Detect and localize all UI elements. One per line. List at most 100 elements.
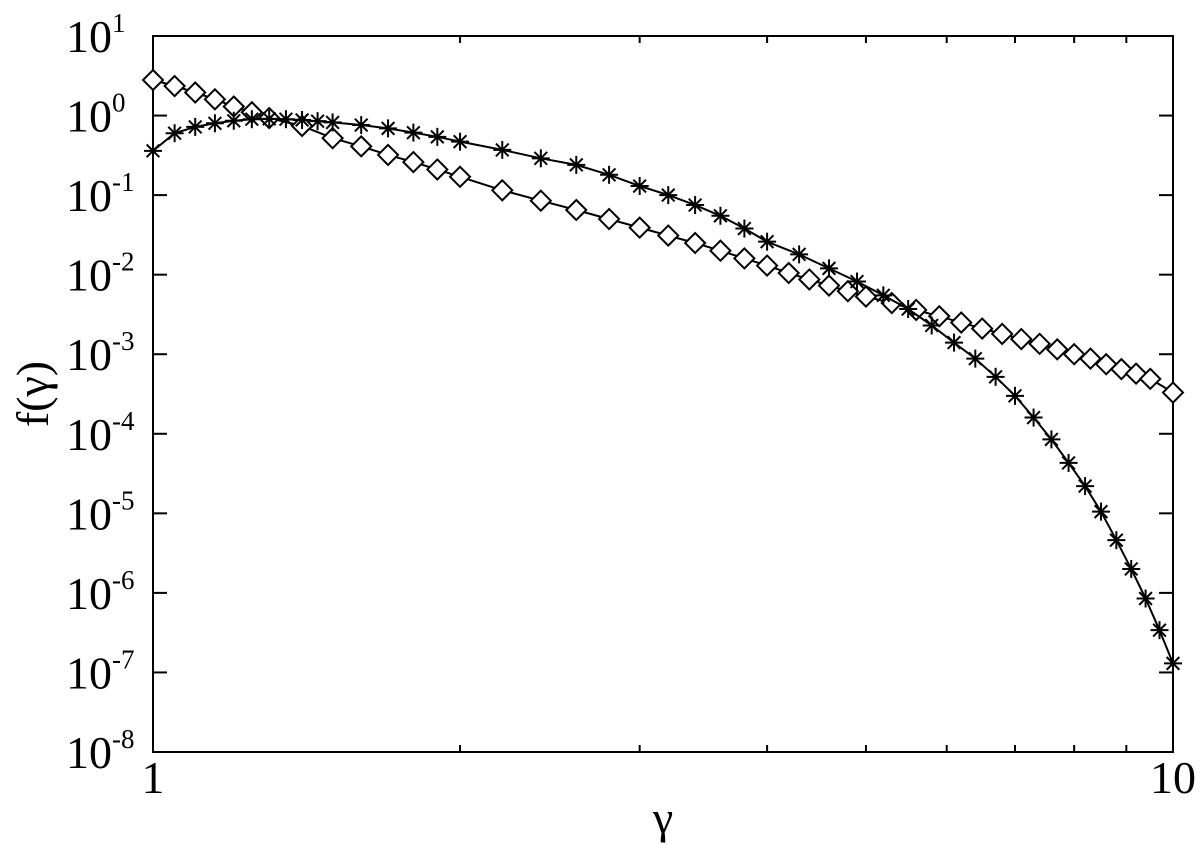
star-stroke (968, 351, 983, 366)
y-tick-label: 10-4 (66, 406, 135, 460)
diamond-marker (163, 74, 187, 98)
diamond-marker (183, 81, 207, 104)
y-tick-exponent: 0 (112, 88, 126, 118)
y-tick-exponent: -1 (112, 167, 135, 197)
y-tick-label: 101 (66, 8, 126, 62)
star-stroke (1093, 504, 1109, 519)
x-axis-label: γ (652, 792, 673, 843)
diamond-marker (990, 322, 1014, 346)
star-stroke (188, 119, 203, 134)
star-marker (790, 245, 809, 264)
diamond-marker (141, 68, 165, 92)
diamond-marker (777, 261, 801, 285)
y-tick-base: 10 (66, 647, 112, 698)
y-tick-exponent: -5 (112, 485, 135, 515)
y-tick-base: 10 (66, 488, 112, 539)
star-marker (1164, 654, 1182, 673)
star-stroke (145, 143, 161, 158)
diamond-marker (376, 143, 400, 167)
axis-ticks (152, 35, 1174, 753)
star-marker (899, 300, 918, 319)
star-stroke (533, 151, 548, 166)
star-stroke (1165, 656, 1181, 671)
star-marker (758, 232, 777, 251)
y-tick-label: 10-3 (66, 326, 135, 380)
star-stroke (876, 288, 891, 303)
diamond-marker (349, 134, 373, 158)
star-marker (428, 127, 447, 146)
star-marker (1092, 502, 1111, 521)
y-tick-label: 10-5 (66, 485, 135, 539)
star-marker (260, 109, 279, 128)
star-stroke (354, 117, 369, 133)
star-stroke (737, 221, 752, 236)
star-stroke (262, 111, 277, 126)
star-stroke (760, 234, 775, 249)
diamond-marker (732, 247, 756, 270)
diamond-marker (1161, 381, 1185, 404)
star-marker (686, 196, 705, 215)
x-tick-label: 10 (1150, 752, 1196, 803)
star-stroke (1138, 591, 1153, 606)
y-tick-base: 10 (66, 568, 112, 619)
star-stroke (688, 197, 703, 213)
star-stroke (406, 125, 421, 140)
star-marker (165, 124, 184, 143)
y-tick-label: 10-6 (66, 565, 135, 619)
diamond-marker (656, 224, 680, 247)
star-marker (186, 117, 205, 136)
star-marker (276, 110, 295, 129)
star-marker (224, 111, 243, 130)
star-stroke (430, 129, 445, 144)
y-tick-label: 100 (66, 88, 126, 142)
star-marker (531, 149, 550, 168)
diamond-marker (1028, 332, 1052, 356)
star-marker (404, 123, 423, 142)
y-tick-base: 10 (66, 409, 112, 460)
star-marker (323, 113, 342, 132)
star-marker (630, 177, 649, 196)
x-tick-label: 1 (142, 752, 165, 803)
star-marker (451, 132, 470, 151)
star-stroke (325, 115, 340, 130)
star-stroke (167, 126, 182, 141)
star-stroke (1152, 623, 1167, 638)
diamond-marker (1138, 367, 1162, 391)
star-stroke (380, 121, 396, 136)
star-stroke (1026, 410, 1041, 425)
y-tick-base: 10 (66, 91, 112, 142)
diamond-marker (797, 268, 821, 291)
diamond-marker (529, 189, 553, 213)
star-marker (820, 259, 839, 278)
star-marker (308, 112, 327, 131)
star-stroke (1124, 561, 1139, 577)
star-stroke (849, 274, 865, 289)
star-marker (242, 110, 261, 129)
star-marker (711, 206, 730, 225)
diamond-marker (564, 198, 588, 222)
diamond-marker (1062, 342, 1086, 366)
diamond-marker (401, 150, 425, 174)
diamond-marker (1009, 327, 1033, 351)
y-tick-label: 10-8 (66, 724, 135, 778)
star-marker (848, 272, 866, 291)
star-marker (493, 140, 512, 159)
diamond-marker (949, 311, 973, 334)
y-tick-base: 10 (66, 329, 112, 380)
star-stroke (226, 113, 241, 128)
diamond-marker (425, 158, 449, 181)
star-marker (1150, 621, 1169, 640)
star-stroke (294, 112, 310, 128)
y-tick-exponent: -3 (112, 326, 135, 356)
star-stroke (1078, 479, 1093, 494)
y-tick-exponent: -8 (112, 724, 135, 754)
star-stroke (713, 208, 728, 223)
diamond-marker (203, 87, 227, 111)
star-marker (1107, 531, 1126, 550)
star-marker (1059, 453, 1078, 472)
y-tick-exponent: 1 (112, 8, 126, 38)
y-axis-label: f(γ) (7, 361, 58, 427)
diamond-marker (448, 165, 472, 189)
star-stroke (901, 301, 916, 317)
